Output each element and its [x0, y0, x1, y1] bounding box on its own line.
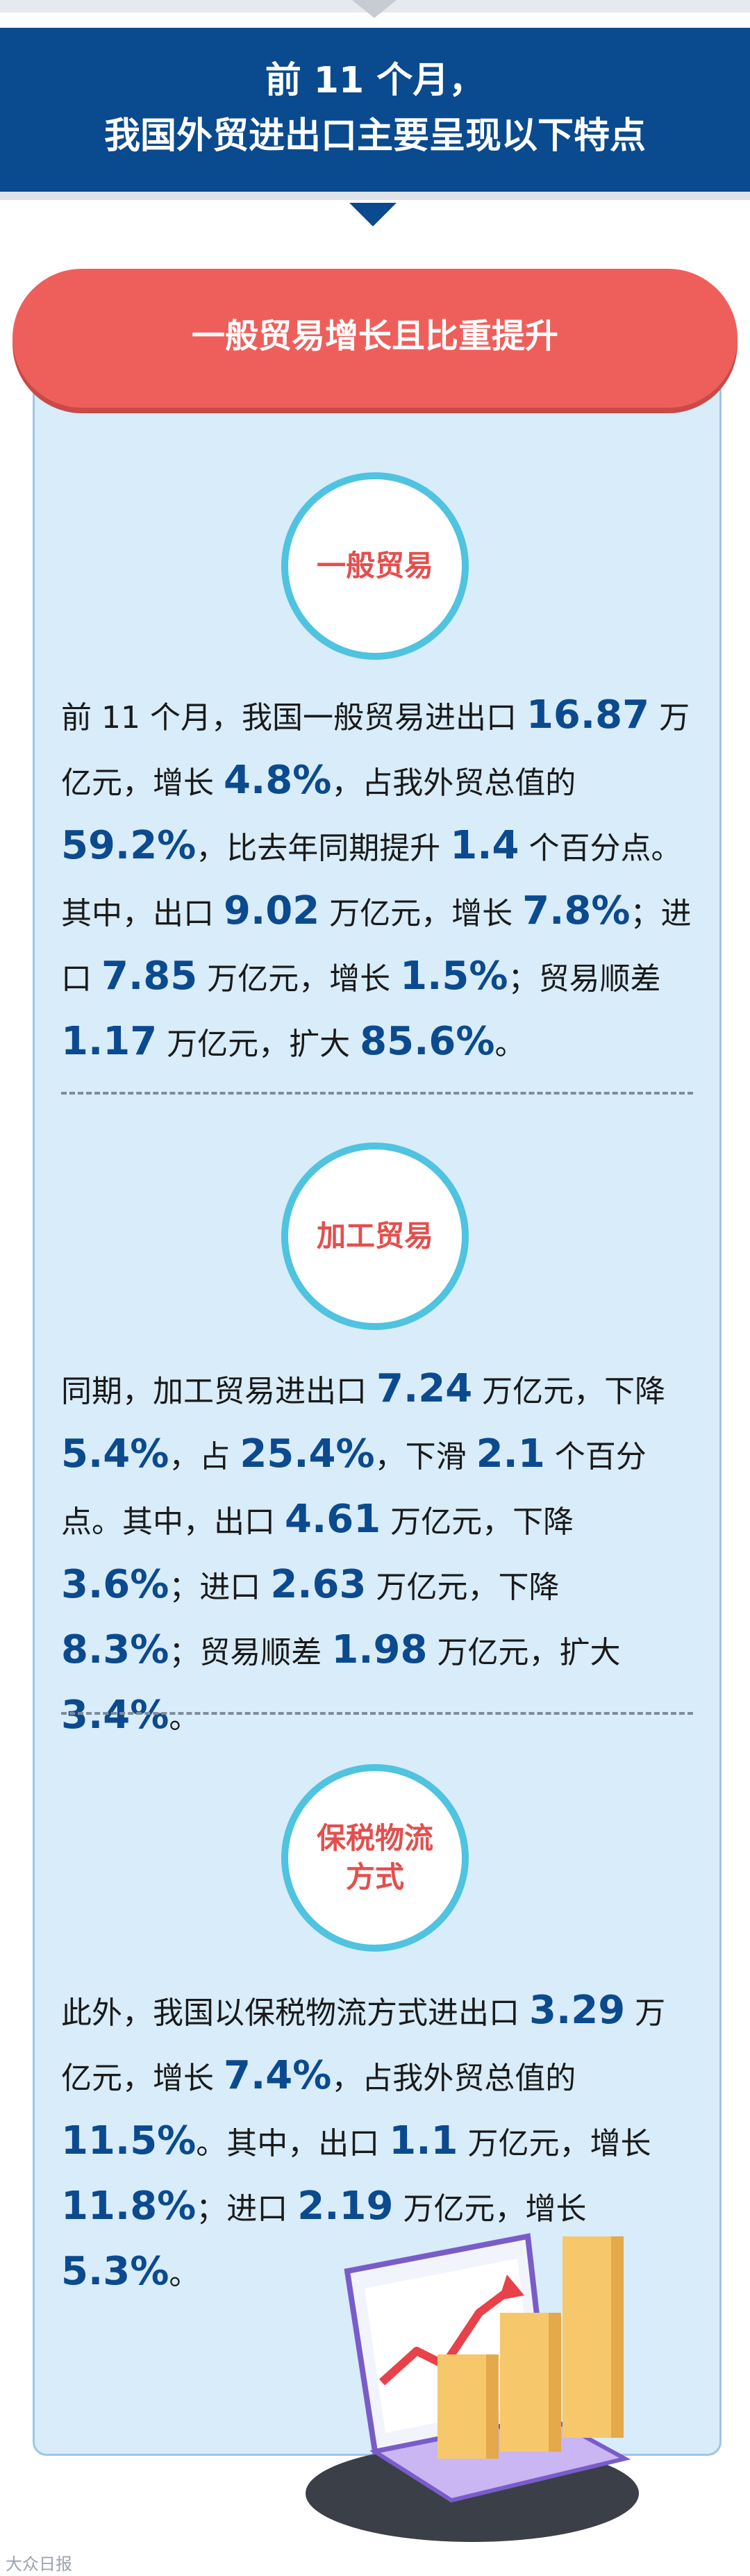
highlight-number: 2.1: [476, 1431, 545, 1477]
top-notch: [352, 0, 397, 18]
paragraph-text: 万亿元，增长: [458, 2126, 651, 2161]
badge-label: 保税物流 方式: [317, 1819, 433, 1897]
header-bar: 前 11 个月， 我国外贸进出口主要呈现以下特点: [0, 28, 750, 200]
badge-bonded-logistics: 保税物流 方式: [281, 1764, 469, 1952]
highlight-number: 85.6%: [360, 1019, 495, 1064]
paragraph-text: 。: [169, 1700, 200, 1736]
laptop-growth-chart-icon: [306, 2233, 639, 2542]
paragraph-text: 。: [169, 2257, 200, 2292]
paragraph-text: 万亿元，增长: [319, 896, 523, 931]
badge-label: 加工贸易: [316, 1219, 433, 1253]
highlight-number: 1.5%: [400, 954, 508, 999]
paragraph-text: 万亿元，下降: [381, 1504, 574, 1540]
paragraph-text: ；进口: [61, 896, 692, 997]
paragraph-text: 万亿元，下降: [472, 1374, 666, 1409]
paragraph-text: 万亿元，增长: [197, 961, 401, 997]
paragraph-text: 万亿元，增长: [61, 1995, 666, 2096]
highlight-number: 7.4%: [224, 2053, 332, 2098]
highlight-number: 3.29: [529, 1988, 626, 2033]
highlight-number: 7.24: [376, 1366, 473, 1411]
highlight-number: 11.5%: [61, 2118, 197, 2163]
paragraph-text: 万亿元，增长: [393, 2191, 587, 2227]
watermark: 大众日报: [6, 2554, 72, 2574]
highlight-number: 1.1: [389, 2118, 458, 2163]
highlight-number: 7.8%: [522, 888, 631, 933]
paragraph-text: 。其中，出口: [196, 2126, 390, 2161]
highlight-number: 7.85: [101, 954, 198, 999]
paragraph-text: 此外，我国以保税物流方式进出口: [61, 1995, 529, 2031]
highlight-number: 25.4%: [240, 1431, 375, 1477]
paragraph-text: 个百分点。其中，出口: [61, 1439, 647, 1540]
highlight-number: 1.17: [61, 1019, 158, 1064]
highlight-number: 2.19: [297, 2184, 394, 2229]
highlight-number: 59.2%: [61, 823, 197, 868]
highlight-number: 2.63: [270, 1562, 367, 1607]
down-arrow-icon: [349, 203, 397, 226]
paragraph-text: 万亿元，扩大: [157, 1027, 360, 1062]
highlight-number: 5.4%: [61, 1431, 169, 1477]
paragraph-text: 个百分点。其中，出口: [61, 831, 682, 931]
highlight-number: 9.02: [224, 888, 320, 933]
paragraph-text: 万亿元，增长: [61, 700, 690, 801]
section-divider: [61, 1712, 693, 1715]
paragraph-text: ；贸易顺差: [508, 961, 661, 997]
page-title: 前 11 个月， 我国外贸进出口主要呈现以下特点: [0, 53, 750, 164]
highlight-number: 3.4%: [61, 1693, 169, 1738]
paragraph-text: ；进口: [196, 2191, 298, 2227]
paragraph-text: ，比去年同期提升: [196, 831, 451, 866]
highlight-number: 1.98: [331, 1627, 428, 1672]
badge-processing-trade: 加工贸易: [281, 1142, 469, 1330]
badge-label-line-1: 保税物流: [316, 1821, 433, 1855]
content-panel: [33, 313, 722, 2456]
paragraph-text: 万亿元，扩大: [427, 1635, 621, 1670]
badge-general-trade: 一般贸易: [281, 472, 469, 660]
highlight-number: 1.4: [450, 823, 519, 868]
badge-label: 一般贸易: [316, 549, 433, 583]
paragraph-text: ，占: [169, 1439, 240, 1474]
paragraph-text: 前 11 个月，我国一般贸易进出口: [61, 700, 526, 736]
highlight-number: 5.3%: [61, 2249, 169, 2294]
highlight-number: 8.3%: [61, 1627, 169, 1672]
highlight-number: 16.87: [526, 692, 650, 738]
title-line-2: 我国外贸进出口主要呈现以下特点: [103, 115, 646, 157]
highlight-number: 3.6%: [61, 1562, 169, 1607]
title-line-1: 前 11 个月，: [265, 60, 485, 101]
paragraph-text: ，下滑: [374, 1439, 476, 1474]
section-banner: 一般贸易增长且比重提升: [12, 269, 738, 408]
badge-label-line-2: 方式: [345, 1860, 404, 1894]
paragraph-text: ，占我外贸总值的: [331, 2061, 576, 2096]
section-divider: [61, 1092, 693, 1095]
banner-label: 一般贸易增长且比重提升: [191, 317, 558, 356]
paragraph-general-trade: 前 11 个月，我国一般贸易进出口 16.87 万亿元，增长 4.8%，占我外贸…: [61, 684, 693, 1076]
paragraph-text: 。: [494, 1027, 526, 1062]
paragraph-text: ；进口: [169, 1570, 271, 1605]
highlight-number: 11.8%: [61, 2184, 197, 2229]
highlight-number: 4.8%: [224, 758, 332, 803]
highlight-number: 4.61: [285, 1497, 381, 1542]
paragraph-bonded-logistics: 此外，我国以保税物流方式进出口 3.29 万亿元，增长 7.4%，占我外贸总值的…: [61, 1979, 693, 2306]
paragraph-text: ，占我外贸总值的: [331, 765, 576, 801]
paragraph-processing-trade: 同期，加工贸易进出口 7.24 万亿元，下降 5.4%，占 25.4%，下滑 2…: [61, 1358, 693, 1750]
paragraph-text: 万亿元，下降: [366, 1570, 560, 1605]
paragraph-text: ；贸易顺差: [169, 1635, 332, 1670]
paragraph-text: 同期，加工贸易进出口: [61, 1374, 376, 1409]
